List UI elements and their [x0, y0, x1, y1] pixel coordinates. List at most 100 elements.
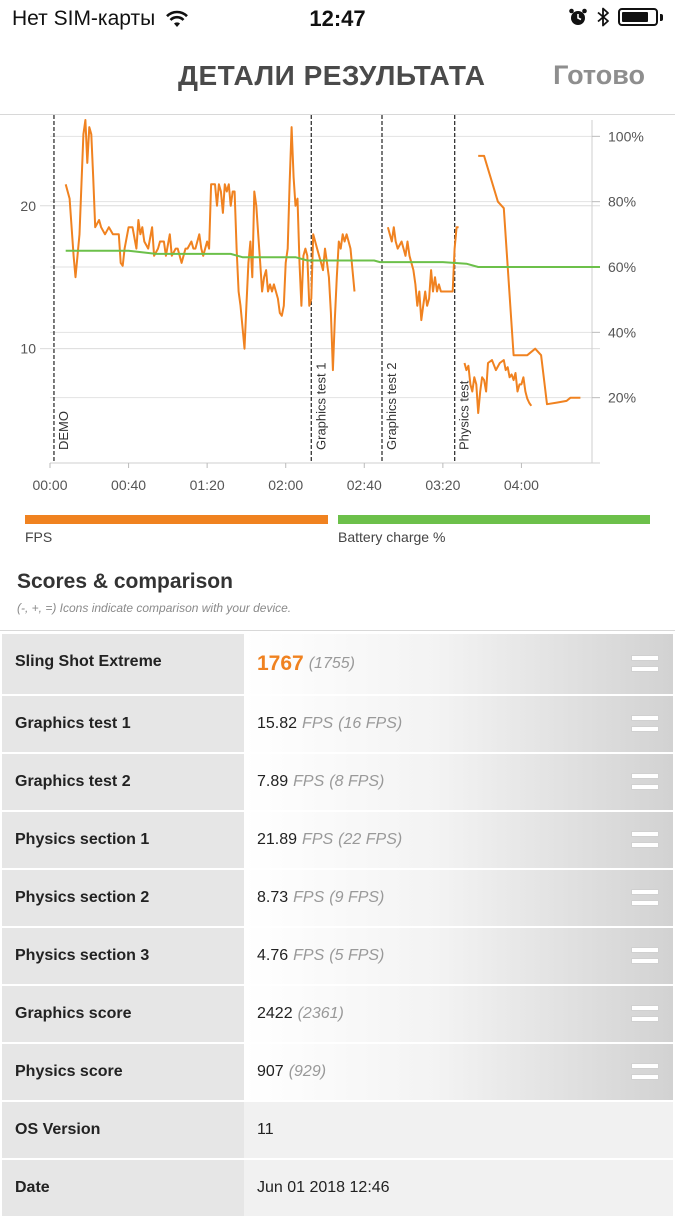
x-tick-label: 01:20	[190, 477, 225, 493]
legend-label-battery: Battery charge %	[338, 529, 446, 545]
equal-icon	[631, 773, 659, 791]
test-marker-label: DEMO	[56, 411, 71, 450]
score-value-cell: 21.89 FPS (22 FPS)	[244, 812, 673, 868]
series-line	[478, 154, 581, 406]
test-marker-label: Graphics test 2	[384, 363, 399, 450]
wifi-icon	[166, 10, 189, 27]
score-row[interactable]: Physics section 3 4.76 FPS (5 FPS)	[2, 926, 673, 984]
score-reference: (22 FPS)	[338, 831, 403, 848]
score-row[interactable]: OS Version 11	[2, 1100, 673, 1158]
bluetooth-icon	[597, 7, 609, 27]
score-reference: (9 FPS)	[329, 889, 385, 906]
score-value: 1767	[257, 652, 304, 675]
score-label: Physics section 2	[2, 870, 244, 926]
score-label: Graphics test 1	[2, 696, 244, 752]
divider	[0, 630, 675, 631]
score-value-cell: Jun 01 2018 12:46	[244, 1160, 673, 1216]
score-label: Physics section 1	[2, 812, 244, 868]
score-row[interactable]: Date Jun 01 2018 12:46	[2, 1158, 673, 1216]
carrier-label: Нет SIM-карты	[12, 7, 156, 30]
series-line	[463, 359, 533, 414]
x-tick-label: 04:00	[504, 477, 539, 493]
equal-icon	[631, 1005, 659, 1023]
score-unit: FPS	[293, 889, 325, 906]
score-reference: (5 FPS)	[329, 947, 385, 964]
test-marker-label: Graphics test 1	[313, 363, 328, 450]
score-value: 7.89	[257, 773, 289, 790]
score-label: Physics score	[2, 1044, 244, 1100]
score-value-cell: 11	[244, 1102, 673, 1158]
x-tick-label: 00:40	[111, 477, 146, 493]
equal-icon	[631, 1063, 659, 1081]
equal-icon	[631, 715, 659, 733]
score-row[interactable]: Physics section 1 21.89 FPS (22 FPS)	[2, 810, 673, 868]
score-value: 21.89	[257, 831, 298, 848]
status-left: Нет SIM-карты	[12, 7, 189, 31]
scores-title: Scores & comparison	[17, 570, 233, 593]
equal-icon	[631, 947, 659, 965]
score-unit: FPS	[293, 947, 325, 964]
score-value-cell: 7.89 FPS (8 FPS)	[244, 754, 673, 810]
series-line	[386, 226, 459, 322]
status-right	[568, 7, 663, 27]
y-right-tick-label: 80%	[608, 194, 636, 210]
chart-legend: FPS Battery charge %	[0, 515, 675, 555]
score-reference: (1755)	[308, 655, 355, 672]
score-value: 2422	[257, 1005, 293, 1022]
series-line	[65, 249, 600, 268]
series-line	[64, 119, 356, 372]
score-reference: (929)	[288, 1063, 327, 1080]
y-right-tick-label: 60%	[608, 259, 636, 275]
score-value: 15.82	[257, 715, 298, 732]
chart-svg: 10 20 20% 40% 60% 80% 100% 00:00 00:40 01:20 02:00…	[20, 115, 644, 493]
y-right-tick-label: 100%	[608, 128, 644, 144]
x-tick-label: 02:40	[347, 477, 382, 493]
y-left-tick-label: 10	[20, 341, 36, 357]
legend-swatch-battery	[338, 515, 650, 524]
score-row[interactable]: Physics section 2 8.73 FPS (9 FPS)	[2, 868, 673, 926]
alarm-icon	[569, 8, 587, 25]
score-label: OS Version	[2, 1102, 244, 1158]
legend-swatch-fps	[25, 515, 328, 524]
score-label: Date	[2, 1160, 244, 1216]
score-reference: (8 FPS)	[329, 773, 385, 790]
y-right-tick-label: 40%	[608, 324, 636, 340]
score-label: Graphics test 2	[2, 754, 244, 810]
test-marker-label: Physics test	[457, 380, 472, 450]
equal-icon	[631, 831, 659, 849]
done-button[interactable]: Готово	[553, 60, 645, 90]
legend-label-fps: FPS	[25, 529, 53, 545]
score-reference: (2361)	[297, 1005, 344, 1022]
score-row[interactable]: Graphics test 1 15.82 FPS (16 FPS)	[2, 694, 673, 752]
score-row[interactable]: Graphics score 2422 (2361)	[2, 984, 673, 1042]
battery-icon	[618, 8, 658, 26]
battery-fill	[622, 12, 648, 22]
score-unit: FPS	[302, 831, 334, 848]
score-value-cell: 1767 (1755)	[244, 634, 673, 694]
status-bar: Нет SIM-карты 12:47	[0, 0, 675, 38]
score-label: Physics section 3	[2, 928, 244, 984]
status-time: 12:47	[309, 6, 366, 31]
scores-note: (-, +, =) Icons indicate comparison with…	[17, 601, 292, 615]
score-value-cell: 15.82 FPS (16 FPS)	[244, 696, 673, 752]
score-row[interactable]: Physics score 907 (929)	[2, 1042, 673, 1100]
score-row[interactable]: Sling Shot Extreme 1767 (1755)	[2, 634, 673, 694]
score-label: Sling Shot Extreme	[2, 634, 244, 694]
score-value: 4.76	[257, 947, 289, 964]
performance-chart: 10 20 20% 40% 60% 80% 100% 00:00 00:40 01:20 02:00…	[0, 115, 675, 515]
score-value: 907	[257, 1063, 284, 1080]
nav-bar: ДЕТАЛИ РЕЗУЛЬТАТА Готово	[0, 40, 675, 115]
x-tick-label: 02:00	[268, 477, 303, 493]
page-title: ДЕТАЛИ РЕЗУЛЬТАТА	[178, 60, 486, 91]
score-unit: FPS	[293, 773, 325, 790]
score-value-cell: 907 (929)	[244, 1044, 673, 1100]
score-row[interactable]: Graphics test 2 7.89 FPS (8 FPS)	[2, 752, 673, 810]
equal-icon	[631, 889, 659, 907]
score-reference: (16 FPS)	[338, 715, 403, 732]
score-label: Graphics score	[2, 986, 244, 1042]
score-value-cell: 8.73 FPS (9 FPS)	[244, 870, 673, 926]
equal-icon	[631, 655, 659, 673]
score-unit: FPS	[302, 715, 334, 732]
scores-table: Sling Shot Extreme 1767 (1755) Graphics tes…	[2, 634, 673, 1216]
battery-tip	[660, 13, 663, 21]
